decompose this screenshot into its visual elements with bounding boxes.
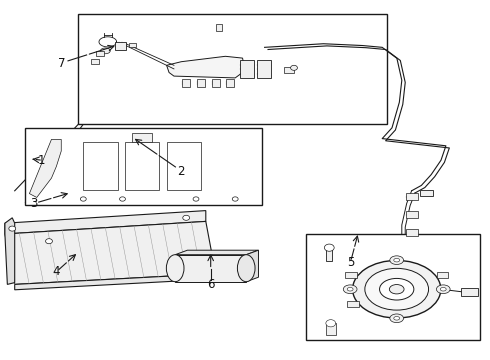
Bar — [306, 234, 480, 340]
Bar — [91, 59, 99, 64]
Bar — [345, 273, 357, 278]
Ellipse shape — [437, 285, 450, 293]
Bar — [129, 43, 136, 48]
Bar — [406, 229, 418, 236]
Bar — [96, 51, 104, 56]
Ellipse shape — [441, 287, 446, 291]
Bar — [167, 142, 201, 190]
Bar — [326, 323, 336, 335]
Ellipse shape — [324, 244, 334, 251]
Ellipse shape — [166, 255, 184, 282]
Ellipse shape — [365, 268, 429, 310]
Text: 4: 4 — [52, 265, 60, 278]
Bar — [326, 245, 332, 261]
Ellipse shape — [168, 269, 175, 274]
Bar — [24, 128, 262, 205]
Ellipse shape — [291, 65, 297, 70]
Text: 5: 5 — [346, 256, 354, 269]
Bar — [125, 142, 159, 190]
Ellipse shape — [380, 278, 414, 300]
Ellipse shape — [183, 215, 190, 220]
Ellipse shape — [390, 314, 404, 323]
Ellipse shape — [120, 197, 125, 201]
Ellipse shape — [390, 256, 404, 265]
Polygon shape — [175, 250, 259, 255]
Bar — [226, 79, 234, 87]
Bar — [212, 79, 220, 87]
Text: 2: 2 — [177, 165, 185, 177]
Bar — [132, 133, 152, 142]
Polygon shape — [29, 139, 61, 197]
Polygon shape — [175, 255, 246, 282]
Bar — [182, 79, 190, 87]
Ellipse shape — [353, 260, 441, 318]
Ellipse shape — [193, 197, 199, 201]
Ellipse shape — [394, 316, 400, 320]
Bar — [284, 67, 294, 72]
Bar — [437, 273, 448, 278]
Bar — [406, 193, 418, 200]
Bar — [420, 190, 433, 196]
Text: 3: 3 — [30, 197, 38, 210]
Bar — [406, 211, 418, 218]
Ellipse shape — [9, 226, 16, 231]
Bar — [216, 24, 222, 31]
Ellipse shape — [326, 320, 336, 327]
Polygon shape — [15, 274, 216, 290]
Polygon shape — [51, 132, 257, 199]
Bar — [347, 301, 359, 307]
Bar — [257, 60, 271, 78]
Polygon shape — [167, 56, 245, 78]
Bar — [240, 60, 254, 78]
Ellipse shape — [46, 239, 52, 244]
Ellipse shape — [50, 190, 58, 195]
Polygon shape — [5, 211, 206, 234]
Polygon shape — [5, 218, 15, 284]
Bar — [78, 14, 387, 124]
Polygon shape — [246, 250, 259, 282]
Ellipse shape — [394, 258, 400, 262]
Ellipse shape — [347, 287, 353, 291]
Ellipse shape — [237, 255, 255, 282]
Ellipse shape — [100, 48, 110, 54]
Bar — [83, 142, 118, 190]
Text: 6: 6 — [207, 278, 215, 291]
Bar — [461, 288, 478, 296]
Text: 1: 1 — [38, 154, 46, 167]
Ellipse shape — [390, 284, 404, 294]
Ellipse shape — [343, 285, 357, 293]
Polygon shape — [5, 221, 216, 284]
Bar — [197, 79, 205, 87]
Ellipse shape — [80, 197, 86, 201]
Text: 7: 7 — [57, 57, 65, 69]
Polygon shape — [32, 180, 88, 203]
Ellipse shape — [232, 197, 238, 201]
Bar — [115, 42, 126, 50]
